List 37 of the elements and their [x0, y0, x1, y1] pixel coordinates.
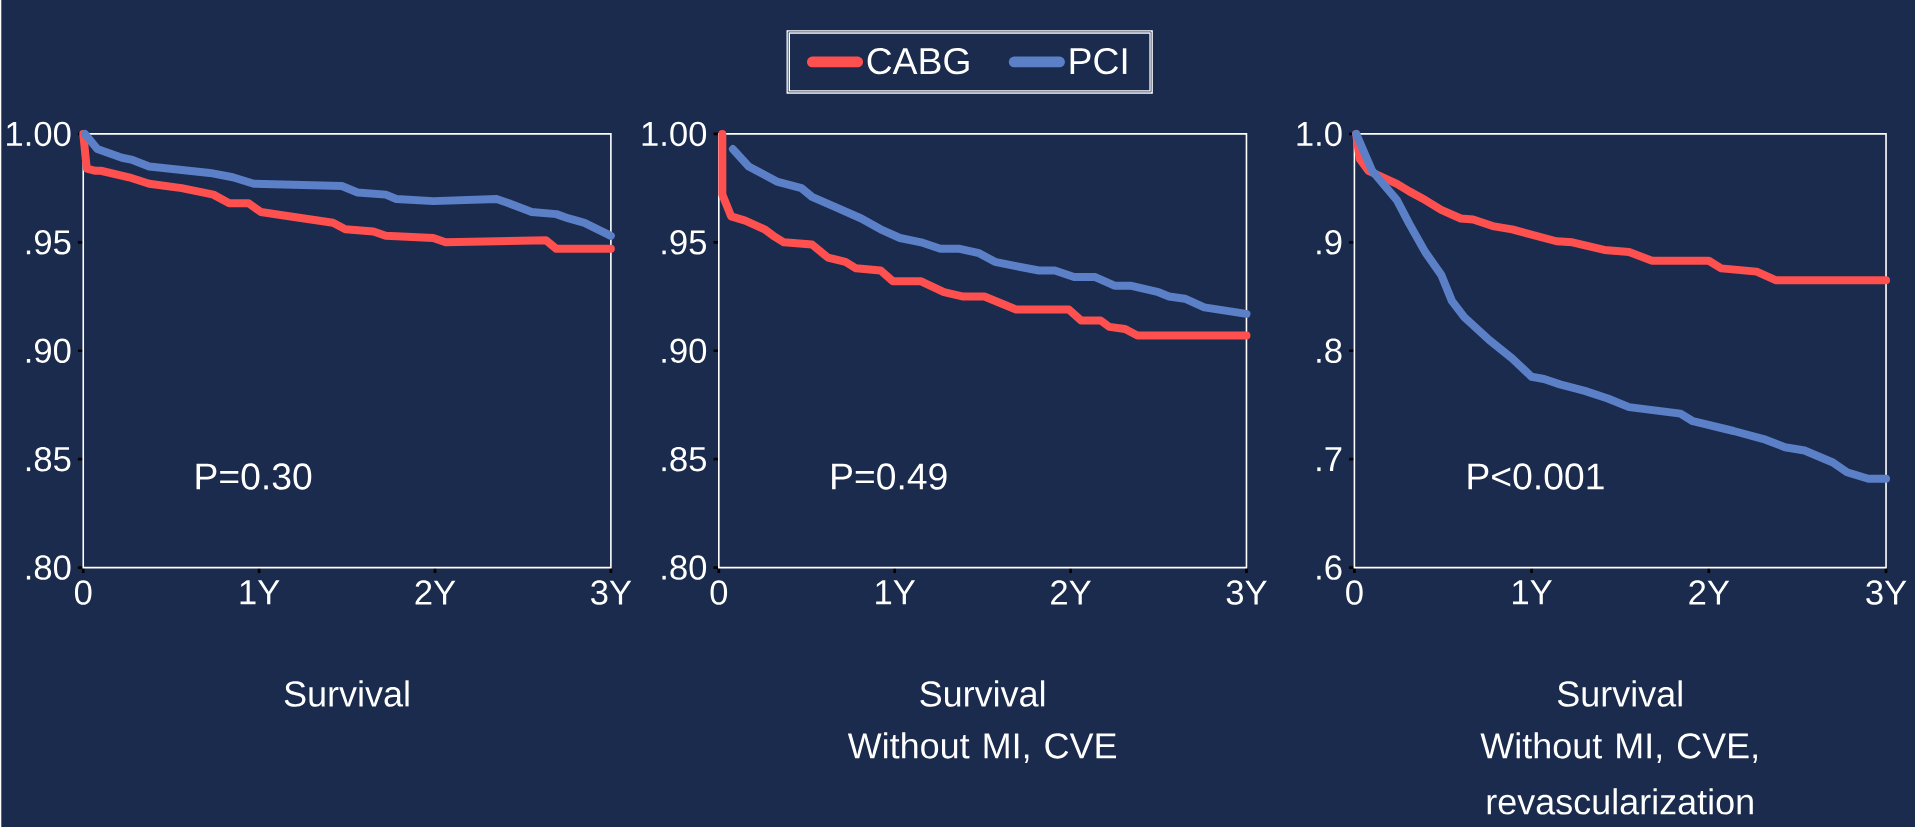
x-tick-label: 1Y	[876, 580, 916, 604]
x-tick-label: 1Y	[1513, 580, 1553, 604]
x-tick-label: 0	[1346, 580, 1363, 605]
y-tick-label: .85	[26, 446, 71, 472]
text: Survival	[284, 680, 409, 707]
y-tick-label: .90	[662, 338, 707, 363]
x-tick-label: 0	[710, 580, 728, 605]
y-tick-label: .80	[26, 555, 71, 580]
y-tick-label: .8	[1317, 338, 1342, 363]
x-tick-label: 3Y	[591, 580, 632, 605]
legend-label: CABG	[867, 47, 969, 75]
x-tick-label: 3Y	[1866, 580, 1907, 605]
y-tick-label: .95	[662, 229, 706, 255]
x-tick-label: 0	[74, 580, 92, 605]
text: Survival	[920, 680, 1045, 707]
y-tick-label: .9	[1317, 229, 1342, 255]
y-tick-label: .85	[662, 446, 706, 472]
legend-label: PCI	[1070, 47, 1127, 75]
y-tick-label: .95	[26, 229, 71, 255]
annotation: P<0.001	[1468, 463, 1604, 490]
text: Survival	[1557, 680, 1682, 707]
y-tick-label: .6	[1317, 555, 1342, 580]
x-tick-label: 1Y	[240, 580, 280, 604]
annotation: P=0.30	[196, 463, 312, 490]
y-tick-label: .7	[1317, 447, 1342, 471]
y-tick-label: .90	[26, 338, 71, 363]
y-tick-label: 1.00	[7, 121, 71, 146]
y-tick-label: 1.00	[642, 121, 707, 146]
y-tick-label: .80	[662, 555, 707, 580]
text: Without MI, CVE, revascularization	[1480, 731, 1757, 815]
x-tick-label: 2Y	[415, 580, 456, 605]
x-tick-label: 3Y	[1226, 580, 1267, 605]
annotation: P=0.49	[832, 463, 947, 490]
y-tick-label: 1.0	[1297, 121, 1342, 146]
x-tick-label: 2Y	[1051, 580, 1091, 605]
text: Without MI, CVE	[847, 731, 1117, 763]
x-tick-label: 2Y	[1689, 580, 1730, 605]
